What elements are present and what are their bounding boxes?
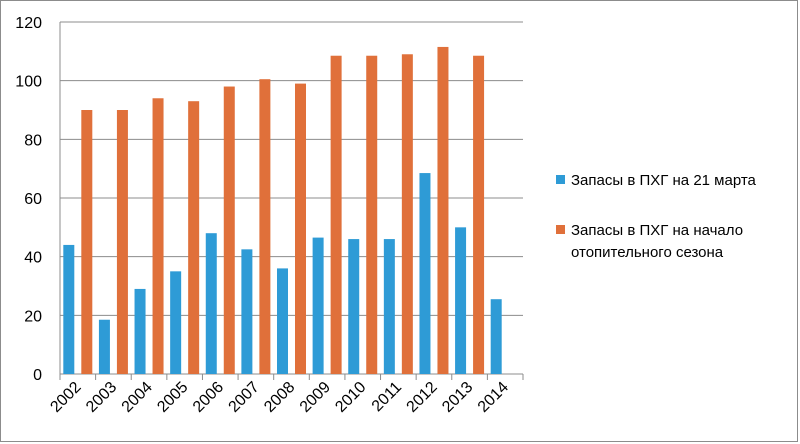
y-tick-label: 40 [24, 250, 42, 267]
bar-series-1-2008 [277, 268, 288, 374]
bar-series-2-2012 [437, 46, 449, 374]
bar-series-2-2004 [152, 98, 164, 375]
legend-swatch-series-2 [556, 225, 565, 234]
y-tick-label: 0 [33, 367, 42, 384]
y-tick-label: 100 [15, 74, 42, 91]
y-tick-label: 120 [15, 15, 42, 32]
x-tick-label: 2010 [332, 379, 369, 416]
bar-series-2-2008 [295, 83, 306, 374]
x-tick-label: 2003 [83, 379, 120, 416]
bar-series-2-2009 [330, 55, 342, 374]
bar-series-2-2006 [223, 86, 235, 375]
bar-series-1-2006 [205, 233, 217, 374]
x-tick-label: 2013 [439, 379, 476, 416]
axes [59, 22, 524, 380]
bar-series-1-2014 [490, 299, 502, 374]
bar-series-2-2005 [188, 101, 200, 374]
bar-series-1-2007 [241, 249, 253, 374]
x-tick-label: 2012 [404, 379, 441, 416]
x-tick-label: 2005 [154, 379, 191, 416]
x-tick-label: 2008 [261, 379, 298, 416]
bar-series-1-2011 [383, 239, 395, 374]
bar-series-1-2002 [63, 244, 75, 374]
y-tick-label: 20 [24, 308, 42, 325]
x-tick-label: 2002 [47, 379, 84, 416]
legend-item-series-2: Запасы в ПХГ на начало отопительного сез… [556, 220, 792, 264]
x-tick-label: 2011 [369, 379, 405, 415]
bar-series-2-2010 [366, 55, 378, 374]
y-tick-label: 60 [24, 191, 42, 208]
bar-series-1-2004 [134, 288, 146, 374]
legend: Запасы в ПХГ на 21 марта Запасы в ПХГ на… [556, 170, 792, 292]
x-tick-label: 2014 [475, 379, 512, 416]
legend-label-series-2: Запасы в ПХГ на начало отопительного сез… [571, 222, 744, 261]
x-tick-label: 2007 [226, 379, 263, 416]
legend-item-series-1: Запасы в ПХГ на 21 марта [556, 170, 792, 192]
y-tick-labels: 0 20 40 60 80 100 120 [15, 15, 42, 384]
bar-series-1-2010 [348, 239, 360, 374]
bar-series-1-2012 [419, 173, 431, 374]
bar-series-2-2003 [116, 110, 128, 374]
x-tick-label: 2009 [297, 379, 334, 416]
bar-series-1-2003 [98, 319, 110, 374]
bar-series-1-2013 [455, 227, 467, 374]
bar-series-2-2013 [473, 55, 485, 374]
x-tick-label: 2004 [119, 379, 156, 416]
legend-label-series-1: Запасы в ПХГ на 21 марта [571, 172, 756, 189]
y-tick-label: 80 [24, 132, 42, 149]
bar-series-1-2005 [170, 271, 182, 374]
bar-series-2-2011 [401, 54, 413, 375]
bar-series-2-2007 [259, 79, 271, 374]
bars [63, 46, 502, 375]
bar-series-1-2009 [312, 237, 324, 374]
bar-series-2-2002 [81, 110, 93, 374]
gridlines [60, 21, 523, 316]
legend-swatch-series-1 [556, 175, 565, 184]
x-tick-label: 2006 [190, 379, 227, 416]
